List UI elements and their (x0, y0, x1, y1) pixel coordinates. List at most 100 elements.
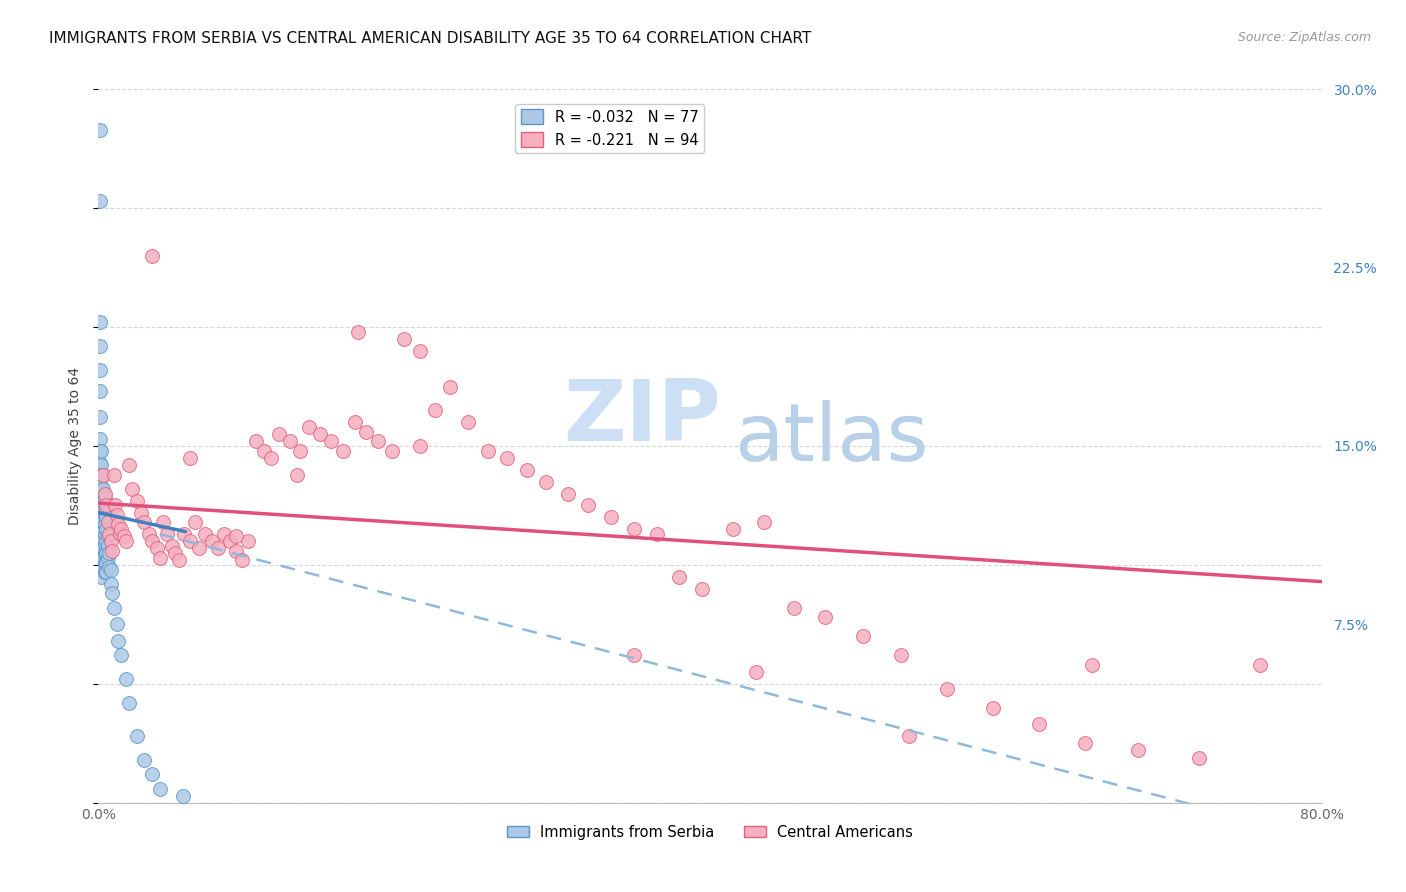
Point (89, 456, 111, 470)
Point (129, 506, 152, 520)
Point (94, 534, 117, 549)
Point (207, 541, 229, 556)
Point (107, 634, 129, 648)
Point (1073, 736, 1095, 750)
Point (392, 332, 416, 346)
Point (91, 467, 114, 482)
Point (163, 546, 186, 560)
Point (89, 553, 111, 567)
Point (90, 500, 112, 515)
Point (408, 439, 430, 453)
Point (100, 577, 122, 591)
Point (172, 789, 194, 803)
Point (516, 463, 538, 477)
Point (852, 629, 875, 643)
Point (97, 539, 120, 553)
Point (90, 520, 112, 534)
Point (89, 384, 111, 399)
Point (97, 550, 120, 565)
Point (91, 524, 114, 539)
Point (97, 515, 120, 529)
Point (298, 420, 321, 434)
Point (309, 427, 332, 442)
Point (141, 767, 163, 781)
Point (267, 427, 290, 442)
Point (98, 546, 121, 560)
Point (367, 434, 389, 449)
Point (225, 529, 247, 543)
Point (94, 522, 117, 536)
Point (90, 479, 112, 493)
Point (107, 517, 129, 532)
Point (93, 491, 115, 506)
Point (101, 586, 124, 600)
Point (93, 506, 115, 520)
Text: ZIP: ZIP (564, 376, 721, 459)
Point (89, 339, 111, 353)
Point (179, 534, 201, 549)
Point (94, 556, 117, 570)
Point (101, 543, 124, 558)
Point (89, 194, 111, 208)
Point (1249, 657, 1271, 672)
Point (745, 665, 768, 679)
Point (783, 600, 806, 615)
Point (100, 563, 122, 577)
Point (90, 491, 112, 506)
Point (290, 443, 312, 458)
Point (194, 527, 217, 541)
Point (184, 515, 207, 529)
Point (149, 550, 172, 565)
Point (536, 475, 558, 489)
Point (981, 700, 1004, 714)
Point (108, 527, 131, 541)
Point (332, 443, 354, 458)
Text: Source: ZipAtlas.com: Source: ZipAtlas.com (1237, 31, 1371, 45)
Point (89, 315, 111, 329)
Point (89, 503, 111, 517)
Point (188, 541, 211, 556)
Point (90, 458, 112, 472)
Point (115, 672, 138, 686)
Y-axis label: Disability Age 35 to 64: Disability Age 35 to 64 (69, 367, 83, 525)
Point (814, 610, 837, 624)
Point (89, 410, 111, 425)
Point (90, 534, 112, 549)
Point (408, 343, 430, 358)
Point (156, 527, 179, 541)
Point (89, 529, 111, 543)
Point (91, 493, 114, 508)
Point (721, 522, 744, 536)
Point (225, 543, 247, 558)
Point (121, 482, 143, 496)
Point (89, 546, 111, 560)
Point (105, 508, 128, 522)
Point (141, 249, 163, 263)
Point (91, 541, 114, 556)
Point (94, 499, 117, 513)
Point (423, 403, 446, 417)
Point (94, 546, 117, 560)
Point (576, 499, 599, 513)
Point (89, 513, 111, 527)
Point (110, 522, 132, 536)
Point (93, 517, 115, 532)
Point (439, 379, 461, 393)
Point (89, 491, 111, 506)
Point (238, 534, 260, 549)
Legend: Immigrants from Serbia, Central Americans: Immigrants from Serbia, Central American… (501, 819, 920, 846)
Point (1028, 717, 1050, 731)
Point (91, 467, 114, 482)
Point (173, 527, 195, 541)
Point (103, 467, 125, 482)
Point (752, 515, 775, 529)
Point (278, 434, 301, 449)
Point (319, 434, 342, 449)
Point (668, 570, 690, 584)
Point (152, 515, 174, 529)
Point (93, 527, 115, 541)
Point (145, 541, 167, 556)
Point (557, 486, 579, 500)
Point (381, 443, 404, 458)
Point (252, 443, 274, 458)
